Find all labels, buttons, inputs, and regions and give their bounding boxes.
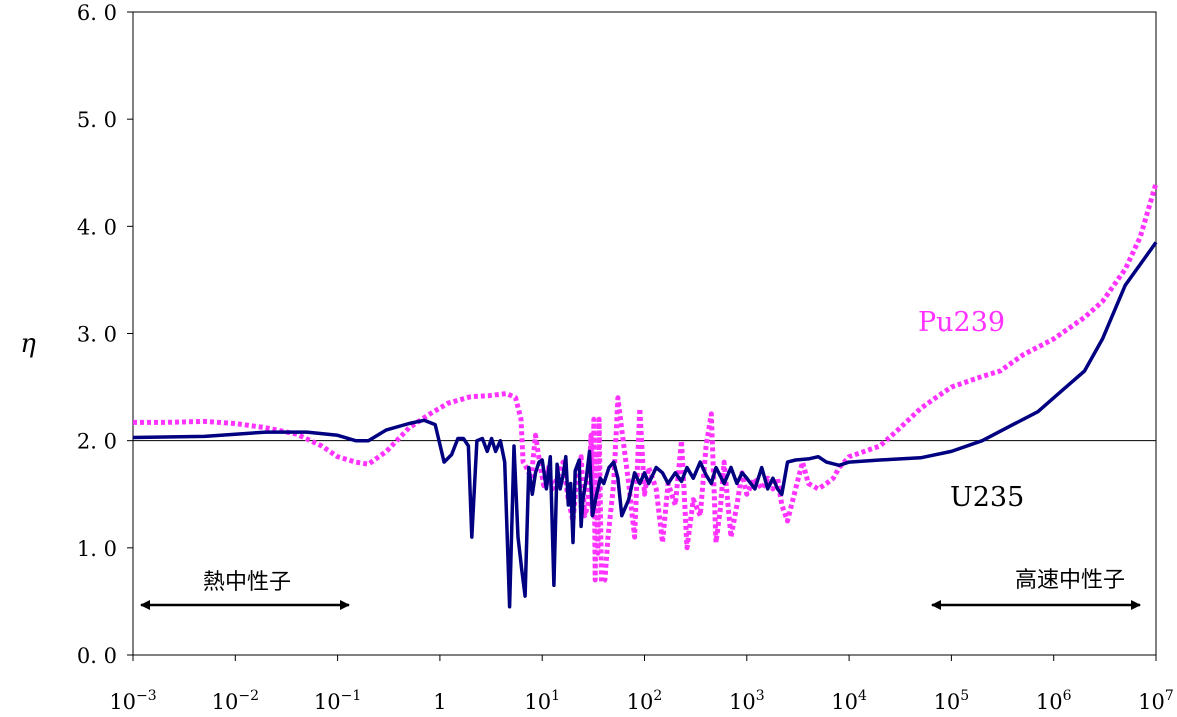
x-tick-label: 104: [831, 688, 867, 714]
x-tick-label: 101: [524, 688, 560, 714]
x-tick-label: 10−1: [314, 688, 361, 714]
x-tick-label: 102: [627, 688, 663, 714]
x-ticks: 10−3 10−2 10−1 1 101 102 103 104 105 106 107: [109, 655, 1174, 714]
u235-series-label: U235: [950, 482, 1024, 513]
y-tick-label: 1. 0: [77, 537, 117, 561]
fast-neutron-label: 高速中性子: [1015, 568, 1125, 593]
y-ticks: 0. 0 1. 0 2. 0 3. 0 4. 0 5. 0 6. 0: [77, 1, 133, 668]
series-line-u235: [132, 241, 1158, 609]
pu239-series-label: Pu239: [918, 307, 1005, 338]
x-tick-label: 105: [934, 688, 970, 714]
series-line-pu239: [133, 182, 1159, 585]
y-tick-label: 2. 0: [77, 430, 117, 454]
x-tick-label: 10−3: [109, 688, 156, 714]
x-tick-label: 10−2: [212, 688, 259, 714]
y-tick-label: 5. 0: [77, 108, 117, 132]
x-tick-label: 106: [1036, 688, 1072, 714]
y-axis-label: η: [20, 329, 36, 359]
series-layer: [132, 182, 1159, 609]
y-tick-label: 6. 0: [77, 1, 117, 25]
y-tick-label: 3. 0: [77, 323, 117, 347]
y-tick-label: 4. 0: [77, 215, 117, 239]
thermal-neutron-label: 熱中性子: [203, 570, 291, 595]
x-tick-label: 107: [1138, 688, 1174, 714]
y-tick-label: 0. 0: [77, 644, 117, 668]
x-tick-label: 1: [433, 690, 446, 714]
plot-area: [132, 11, 1157, 656]
x-tick-label: 103: [729, 688, 765, 714]
